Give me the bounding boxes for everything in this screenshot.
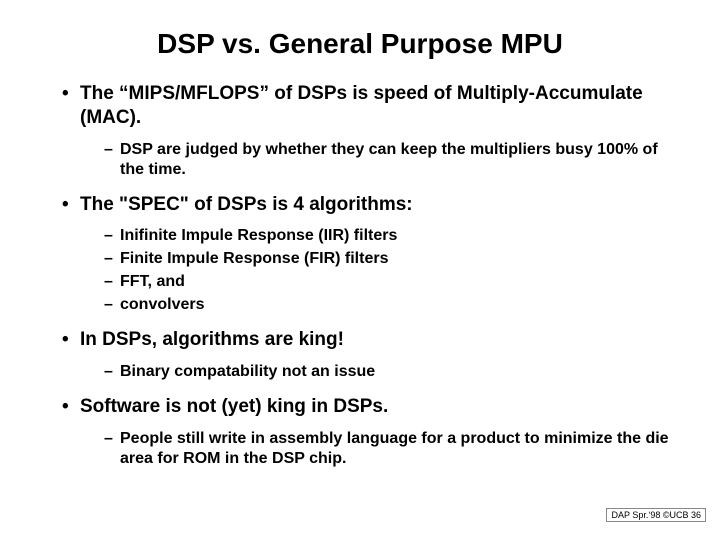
bullet-level2: – People still write in assembly languag… xyxy=(104,429,670,469)
bullet-text: DSP are judged by whether they can keep … xyxy=(120,140,670,180)
bullet-level2: – Binary compatability not an issue xyxy=(104,362,670,382)
bullet-text: Finite Impule Response (FIR) filters xyxy=(120,249,388,269)
slide-body: DSP vs. General Purpose MPU • The “MIPS/… xyxy=(0,0,720,469)
bullet-marker-l2: – xyxy=(104,272,120,292)
bullet-text: In DSPs, algorithms are king! xyxy=(80,328,344,352)
bullet-level1: • Software is not (yet) king in DSPs. xyxy=(62,395,670,419)
bullet-text: Inifinite Impule Response (IIR) filters xyxy=(120,226,397,246)
bullet-text: FFT, and xyxy=(120,272,185,292)
bullet-level2: – DSP are judged by whether they can kee… xyxy=(104,140,670,180)
bullet-marker-l1: • xyxy=(62,82,80,130)
bullet-text: convolvers xyxy=(120,295,204,315)
bullet-text: The “MIPS/MFLOPS” of DSPs is speed of Mu… xyxy=(80,82,670,130)
slide-title: DSP vs. General Purpose MPU xyxy=(50,28,670,60)
bullet-text: Binary compatability not an issue xyxy=(120,362,375,382)
bullet-level2: – Inifinite Impule Response (IIR) filter… xyxy=(104,226,670,246)
bullet-text: People still write in assembly language … xyxy=(120,429,670,469)
bullet-text: Software is not (yet) king in DSPs. xyxy=(80,395,388,419)
bullet-level1: • In DSPs, algorithms are king! xyxy=(62,328,670,352)
bullet-level2: – convolvers xyxy=(104,295,670,315)
bullet-marker-l2: – xyxy=(104,140,120,180)
slide-footer: DAP Spr.‘98 ©UCB 36 xyxy=(606,508,706,522)
bullet-marker-l2: – xyxy=(104,429,120,469)
bullet-level1: • The “MIPS/MFLOPS” of DSPs is speed of … xyxy=(62,82,670,130)
bullet-marker-l1: • xyxy=(62,328,80,352)
bullet-level2: – Finite Impule Response (FIR) filters xyxy=(104,249,670,269)
bullet-marker-l2: – xyxy=(104,295,120,315)
bullet-marker-l1: • xyxy=(62,193,80,217)
bullet-marker-l2: – xyxy=(104,249,120,269)
bullet-level1: • The "SPEC" of DSPs is 4 algorithms: xyxy=(62,193,670,217)
bullet-marker-l1: • xyxy=(62,395,80,419)
bullet-level2: – FFT, and xyxy=(104,272,670,292)
bullet-text: The "SPEC" of DSPs is 4 algorithms: xyxy=(80,193,413,217)
bullet-marker-l2: – xyxy=(104,226,120,246)
bullet-marker-l2: – xyxy=(104,362,120,382)
